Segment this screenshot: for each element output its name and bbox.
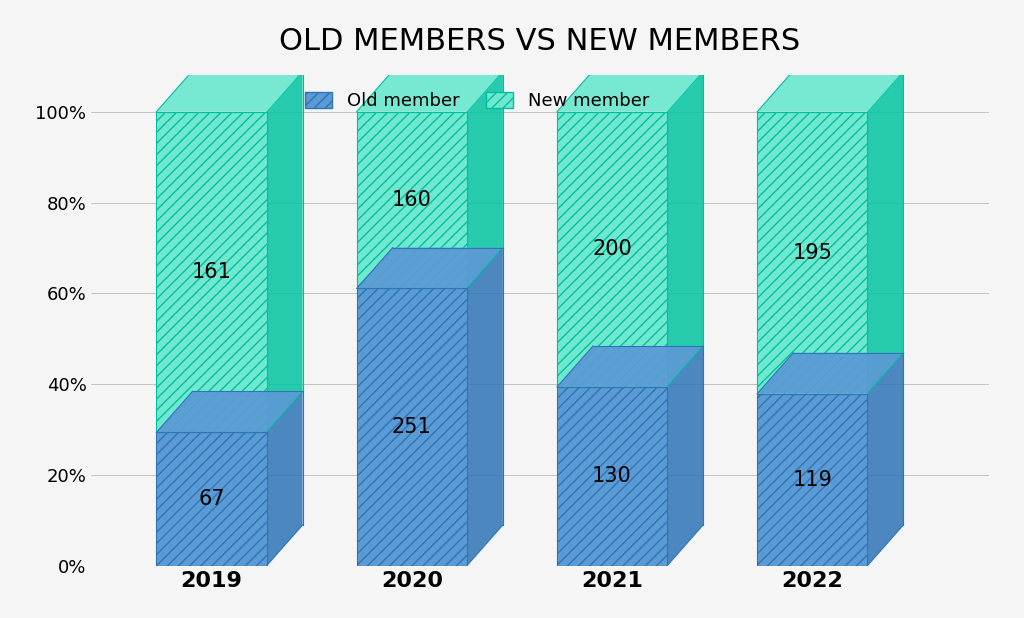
Bar (157, 112, 266, 433)
Polygon shape (356, 248, 503, 289)
Bar (356, 112, 467, 289)
Bar (757, 394, 867, 565)
Polygon shape (757, 353, 903, 394)
Polygon shape (667, 71, 703, 387)
Bar (356, 289, 467, 565)
Polygon shape (266, 391, 303, 565)
Bar (557, 387, 667, 565)
Polygon shape (157, 71, 303, 112)
Polygon shape (867, 71, 903, 394)
Polygon shape (557, 346, 703, 387)
Polygon shape (467, 248, 503, 565)
Bar (757, 112, 867, 394)
Bar (157, 433, 266, 565)
Polygon shape (356, 71, 503, 112)
Polygon shape (557, 71, 703, 112)
Text: 119: 119 (793, 470, 833, 489)
Text: 195: 195 (793, 243, 833, 263)
Legend: Old member, New member: Old member, New member (298, 85, 656, 117)
Polygon shape (157, 391, 303, 433)
Title: OLD MEMBERS VS NEW MEMBERS: OLD MEMBERS VS NEW MEMBERS (280, 27, 801, 56)
Polygon shape (266, 71, 303, 433)
Text: 200: 200 (592, 239, 632, 260)
Text: 160: 160 (392, 190, 432, 210)
Text: 161: 161 (191, 262, 231, 282)
Bar (557, 112, 667, 387)
Text: 251: 251 (392, 417, 432, 437)
Polygon shape (867, 353, 903, 565)
Polygon shape (467, 71, 503, 289)
Polygon shape (757, 71, 903, 112)
Text: 67: 67 (199, 489, 225, 509)
Text: 130: 130 (592, 467, 632, 486)
Polygon shape (667, 346, 703, 565)
